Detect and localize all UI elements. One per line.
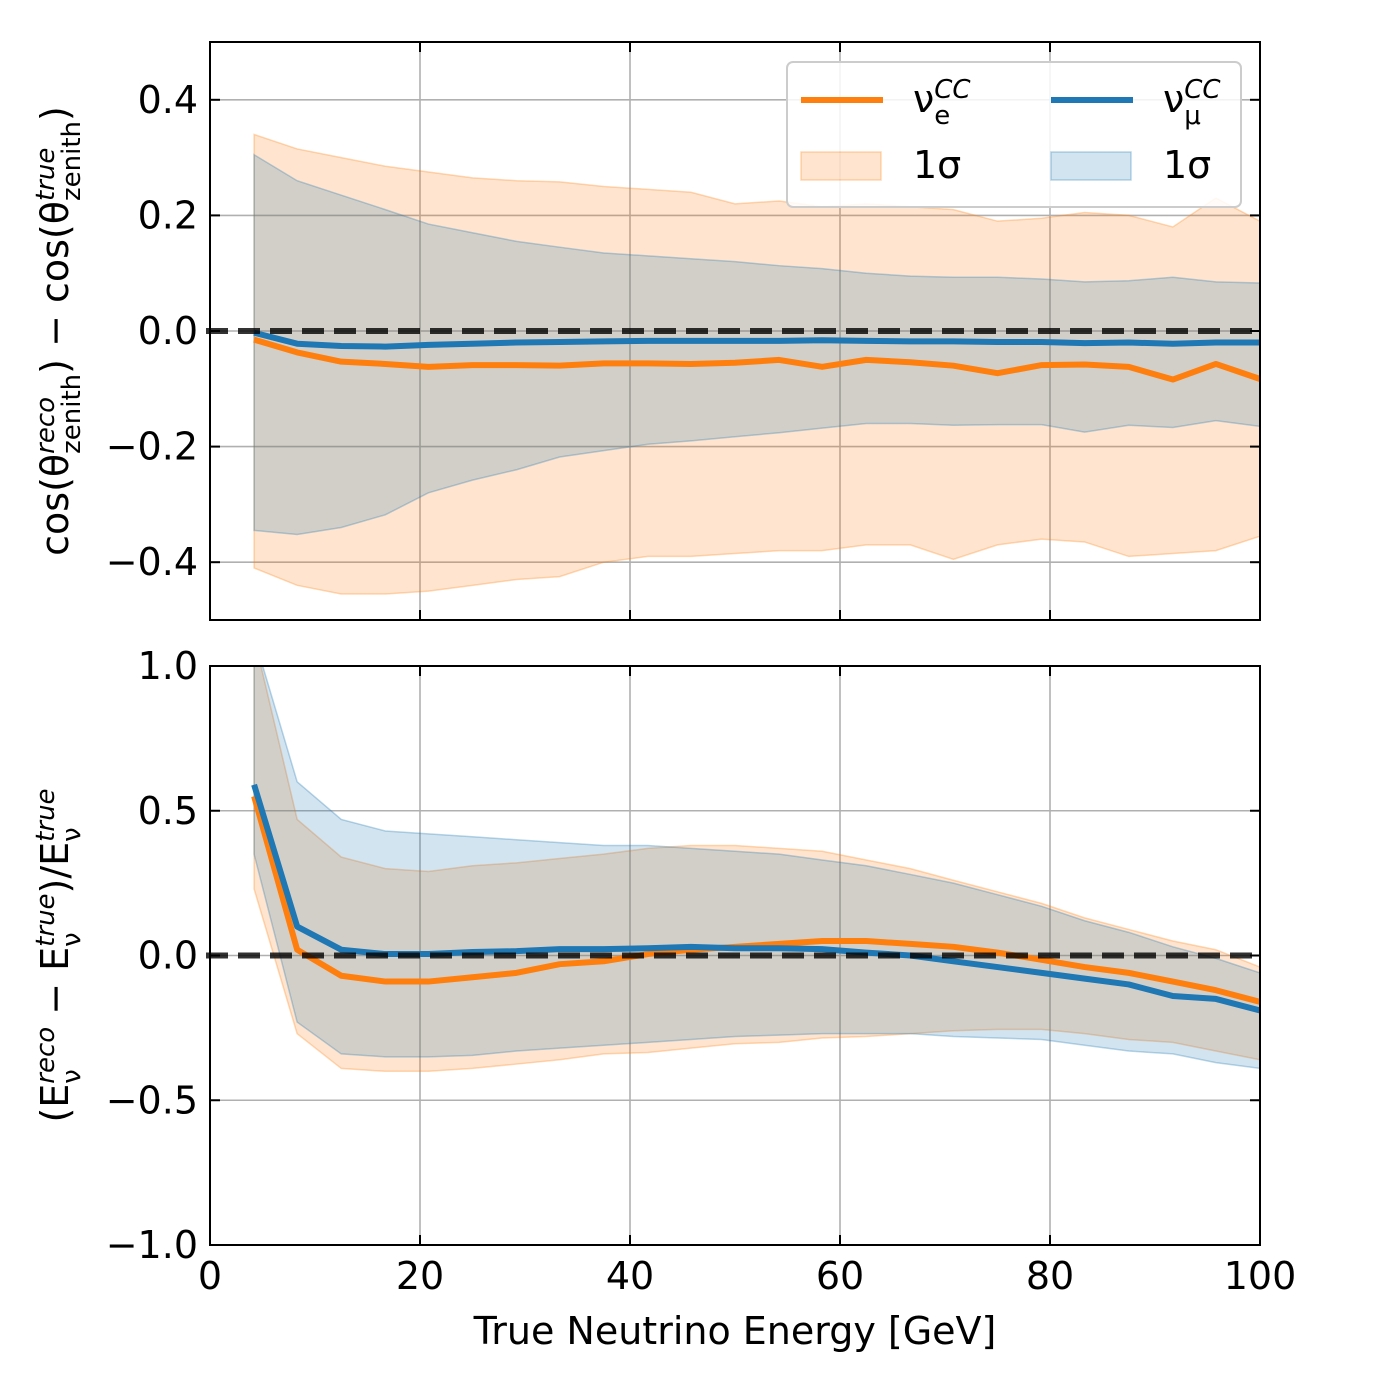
label-sub: ν (57, 932, 87, 947)
label-text: )/E (33, 842, 77, 894)
y-tick-label: 0.0 (138, 309, 198, 353)
x-tick-label: 60 (816, 1254, 864, 1298)
label-text: (E (33, 1084, 77, 1123)
label-sup: reco (31, 397, 61, 454)
label-sup: reco (31, 1027, 61, 1084)
label-text: − E (33, 947, 77, 1027)
label-sub: zenith (57, 374, 87, 454)
label-text: ν (913, 77, 934, 121)
label-sup: CC (934, 75, 971, 105)
y-tick-label: −1.0 (106, 1223, 198, 1267)
y-tick-label: −0.5 (106, 1078, 198, 1122)
label-text: ) (33, 106, 77, 121)
legend-label: νCC μ (1163, 75, 1221, 131)
y-tick-label: 0.0 (138, 934, 198, 978)
label-sub: ν (57, 1069, 87, 1084)
label-sub: e (934, 101, 950, 131)
x-tick-label: 80 (1026, 1254, 1074, 1298)
x-axis-label: True Neutrino Energy [GeV] (473, 1309, 997, 1353)
legend-label: 1σ (913, 143, 961, 187)
series-line (253, 329, 1260, 350)
x-tick-label: 0 (198, 1254, 222, 1298)
legend-patch (800, 151, 882, 181)
series-line (253, 336, 1260, 383)
label-text: ) − cos(θ (33, 201, 77, 374)
y-tick-label: 0.4 (138, 78, 198, 122)
label-sub: ν (57, 827, 87, 842)
label-sub: μ (1184, 101, 1201, 131)
y-axis-label: cos(θrecozenith​) − cos(θtruezenith​) (31, 106, 87, 556)
plot-area (210, 666, 1260, 1245)
label-sup: true (31, 148, 61, 201)
series-line (251, 783, 1260, 1014)
label-sub: zenith (57, 121, 87, 201)
label-sup: true (31, 788, 61, 841)
label-text: ν (1163, 77, 1184, 121)
error-band (253, 666, 1260, 1070)
y-tick-label: 0.5 (138, 789, 198, 833)
y-tick-label: −0.2 (106, 425, 198, 469)
legend-patch (1050, 151, 1132, 181)
y-axis-label: (Erecoν​ − Etrueν​)/Etrueν (31, 788, 87, 1122)
label-text: cos(θ (33, 454, 77, 556)
label-sup: true (31, 893, 61, 946)
x-tick-label: 40 (606, 1254, 654, 1298)
legend-label: νCC e (913, 75, 971, 131)
legend-label: 1σ (1163, 143, 1211, 187)
plot-area (210, 42, 1260, 620)
label-sup: CC (1184, 75, 1221, 105)
y-tick-label: 1.0 (138, 644, 198, 688)
x-tick-label: 20 (396, 1254, 444, 1298)
error-band (253, 153, 1260, 536)
x-tick-label: 100 (1224, 1254, 1297, 1298)
y-tick-label: −0.4 (106, 540, 198, 584)
y-tick-label: 0.2 (138, 193, 198, 237)
